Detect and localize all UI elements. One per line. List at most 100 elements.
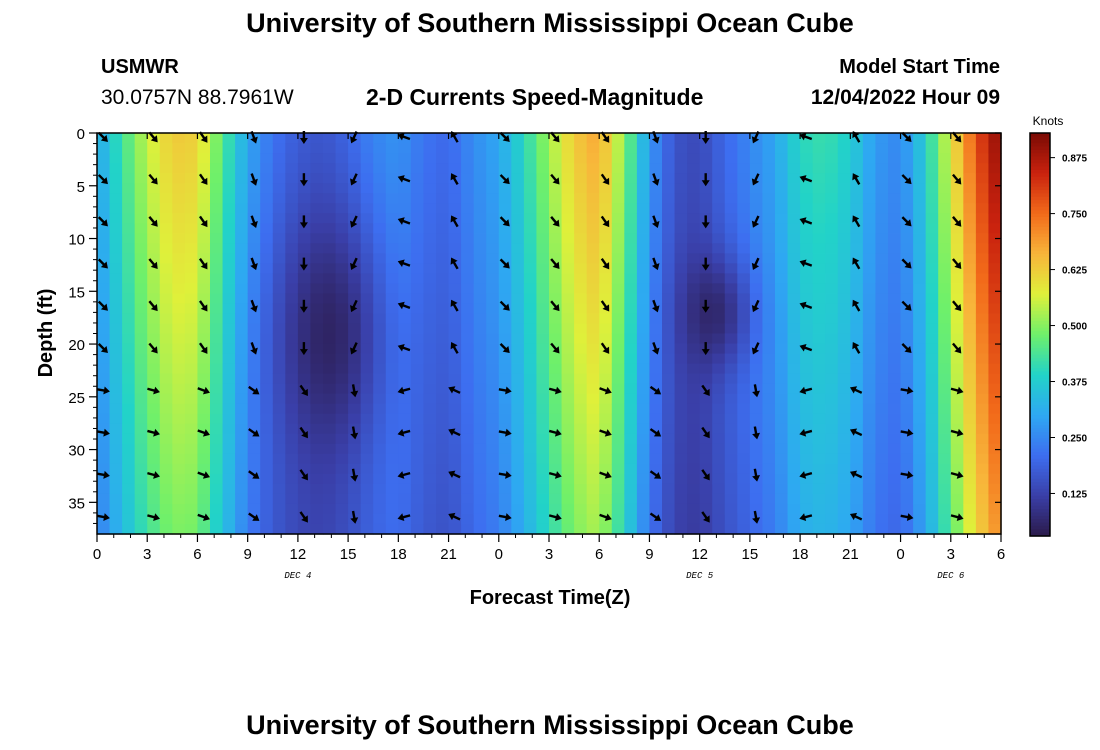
heatmap-cell <box>109 523 123 535</box>
colorbar-tick-label: 0.625 <box>1062 266 1087 277</box>
heatmap-cell <box>862 343 877 355</box>
heatmap-cell <box>687 233 701 244</box>
heatmap-cell <box>913 433 927 445</box>
heatmap-cell <box>574 193 588 204</box>
heatmap-cell <box>611 243 625 254</box>
heatmap-cell <box>586 313 600 325</box>
heatmap-cell <box>122 453 136 465</box>
colorbar-step <box>1030 253 1050 258</box>
heatmap-cell <box>172 453 186 465</box>
heatmap-cell <box>272 193 286 204</box>
heatmap-cell <box>373 443 387 455</box>
heatmap-cell <box>360 433 374 445</box>
current-arrow <box>248 512 260 521</box>
heatmap-cell <box>385 203 399 214</box>
heatmap-cell <box>410 343 425 355</box>
heatmap-cell <box>473 373 487 385</box>
heatmap-cell <box>624 213 638 224</box>
heatmap-cell <box>950 203 964 214</box>
heatmap-cell <box>473 313 487 325</box>
heatmap-cell <box>900 403 914 415</box>
heatmap-cell <box>724 483 738 495</box>
heatmap-cell <box>222 343 236 355</box>
heatmap-cell <box>97 443 111 455</box>
current-arrow <box>550 216 560 227</box>
heatmap-cell <box>210 163 224 174</box>
heatmap-cell <box>410 183 425 194</box>
heatmap-cell <box>486 423 500 435</box>
heatmap-cell <box>511 153 525 164</box>
heatmap-cell <box>536 343 550 355</box>
heatmap-cell <box>561 473 575 485</box>
heatmap-cell <box>398 423 412 435</box>
heatmap-cell <box>184 213 199 224</box>
heatmap-cell <box>486 523 500 535</box>
heatmap-cell <box>235 153 249 164</box>
heatmap-cell <box>335 233 349 244</box>
heatmap-cell <box>599 283 613 295</box>
heatmap-cell <box>787 173 801 184</box>
heatmap-cell <box>712 283 726 295</box>
heatmap-cell <box>599 393 613 405</box>
heatmap-cell <box>662 323 676 335</box>
heatmap-cell <box>862 503 877 515</box>
heatmap-cell <box>837 203 851 214</box>
heatmap-cell <box>862 383 877 395</box>
heatmap-cell <box>222 233 236 244</box>
heatmap-cell <box>448 353 462 365</box>
heatmap-cell <box>498 293 512 305</box>
heatmap-cell <box>787 493 801 505</box>
heatmap-cell <box>310 443 324 455</box>
heatmap-cell <box>775 413 789 425</box>
heatmap-cell <box>134 503 148 515</box>
heatmap-cell <box>611 273 625 284</box>
heatmap-cell <box>724 503 738 515</box>
heatmap-cell <box>260 343 274 355</box>
heatmap-cell <box>762 213 776 224</box>
current-arrow <box>550 173 560 185</box>
heatmap-cell <box>348 413 362 425</box>
heatmap-cell <box>235 443 249 455</box>
colorbar-step <box>1030 287 1050 292</box>
heatmap-cell <box>812 333 826 345</box>
heatmap-cell <box>461 423 475 435</box>
heatmap-cell <box>850 523 864 535</box>
heatmap-cell <box>272 133 286 144</box>
heatmap-cell <box>662 503 676 515</box>
heatmap-cell <box>511 273 525 284</box>
heatmap-cell <box>888 493 902 505</box>
heatmap-cell <box>511 483 525 495</box>
current-arrow <box>299 342 308 356</box>
heatmap-cell <box>636 443 651 455</box>
current-arrow <box>499 174 510 185</box>
heatmap-cell <box>272 173 286 184</box>
heatmap-cell <box>448 293 462 305</box>
current-arrow <box>600 300 610 312</box>
heatmap-cell <box>561 173 575 184</box>
heatmap-cell <box>662 223 676 234</box>
heatmap-cell <box>900 223 914 234</box>
heatmap-cell <box>473 453 487 465</box>
colorbar-step <box>1030 193 1050 198</box>
current-arrow <box>599 471 612 479</box>
heatmap-cell <box>159 223 173 234</box>
heatmap-cell <box>913 363 927 375</box>
heatmap-cell <box>599 503 613 515</box>
heatmap-cell <box>775 163 789 174</box>
heatmap-cell <box>222 263 236 274</box>
heatmap-cell <box>235 203 249 214</box>
heatmap-cell <box>448 443 462 455</box>
heatmap-cell <box>272 433 286 445</box>
heatmap-cell <box>549 373 563 385</box>
heatmap-cell <box>373 183 387 194</box>
heatmap-cell <box>825 483 839 495</box>
heatmap-cell <box>938 513 952 525</box>
heatmap-cell <box>235 433 249 445</box>
heatmap-cell <box>348 183 362 194</box>
heatmap-cell <box>360 453 374 465</box>
heatmap-cell <box>662 293 676 305</box>
colorbar-step <box>1030 488 1050 493</box>
heatmap-cell <box>222 523 236 535</box>
heatmap-cell <box>97 333 111 345</box>
heatmap-cell <box>687 363 701 375</box>
